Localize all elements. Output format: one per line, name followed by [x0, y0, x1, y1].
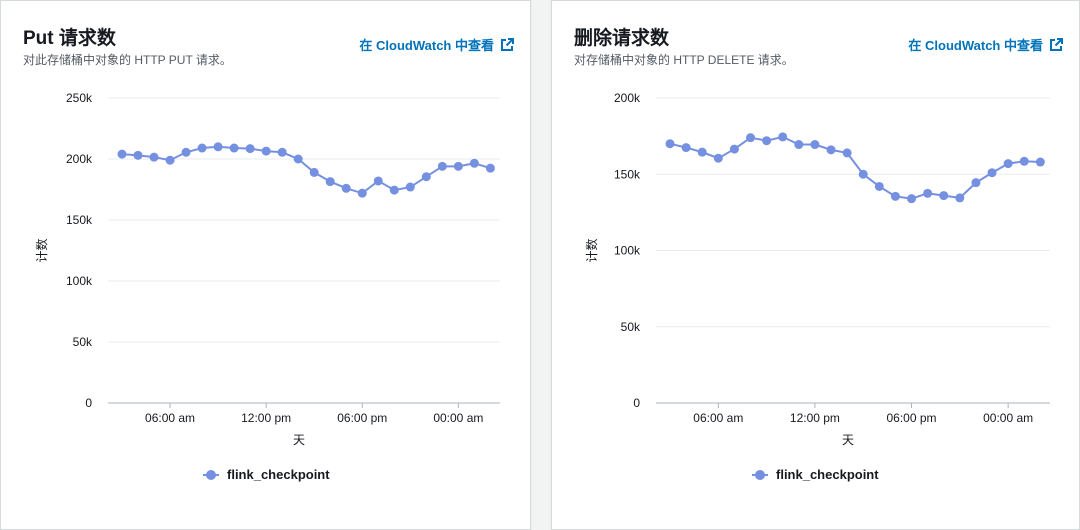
data-point[interactable]: [729, 144, 739, 154]
y-tick-label: 150k: [614, 167, 641, 181]
data-point[interactable]: [1035, 157, 1045, 167]
y-tick-label: 100k: [66, 274, 93, 288]
x-axis-title: 天: [842, 433, 854, 447]
x-tick-label: 12:00 pm: [790, 411, 840, 425]
y-tick-label: 250k: [66, 91, 93, 105]
data-point[interactable]: [325, 177, 335, 187]
data-point[interactable]: [681, 143, 691, 153]
external-link-icon: [501, 37, 514, 51]
data-point[interactable]: [437, 161, 447, 171]
view-in-cloudwatch-link[interactable]: 在 CloudWatch 中查看: [359, 35, 514, 54]
y-tick-label: 50k: [73, 335, 93, 349]
data-point[interactable]: [842, 148, 852, 158]
data-point[interactable]: [309, 167, 319, 177]
data-point[interactable]: [165, 155, 175, 165]
data-point[interactable]: [778, 132, 788, 142]
data-point[interactable]: [485, 163, 495, 173]
delete-requests-panel: 删除请求数 对存储桶中对象的 HTTP DELETE 请求。 在 CloudWa…: [551, 0, 1080, 530]
series-line: [121, 145, 491, 195]
y-axis-title: 计数: [584, 238, 599, 262]
y-tick-label: 0: [85, 396, 92, 410]
y-tick-label: 200k: [614, 91, 641, 105]
y-axis-title: 计数: [34, 238, 49, 262]
data-point[interactable]: [357, 188, 367, 198]
x-tick-label: 06:00 am: [145, 411, 195, 425]
data-point[interactable]: [181, 147, 191, 157]
data-point[interactable]: [858, 169, 868, 179]
legend[interactable]: flink_checkpoint: [203, 467, 330, 482]
y-tick-label: 0: [633, 396, 640, 410]
data-point[interactable]: [245, 144, 255, 154]
data-point[interactable]: [826, 145, 836, 155]
y-tick-label: 200k: [66, 152, 93, 166]
data-point[interactable]: [341, 183, 351, 193]
x-tick-label: 06:00 pm: [887, 411, 937, 425]
view-in-cloudwatch-link[interactable]: 在 CloudWatch 中查看: [908, 35, 1063, 54]
put-requests-chart: 0 50k 100k 150k 200k 250k 06:00 am 12:00 pm 06:0…: [34, 91, 500, 447]
panel-title: 删除请求数: [574, 28, 670, 49]
data-point[interactable]: [421, 172, 431, 182]
legend-label: flink_checkpoint: [227, 467, 330, 482]
data-point[interactable]: [939, 191, 949, 201]
y-tick-label: 100k: [614, 244, 641, 258]
y-tick-label: 150k: [66, 213, 93, 227]
data-point[interactable]: [794, 140, 804, 150]
data-point[interactable]: [746, 133, 756, 143]
x-axis-title: 天: [293, 433, 305, 447]
data-point[interactable]: [1019, 156, 1029, 166]
legend-swatch: [752, 469, 768, 480]
x-tick-label: 00:00 am: [983, 411, 1033, 425]
data-point[interactable]: [133, 150, 143, 160]
data-point[interactable]: [890, 191, 900, 201]
data-point[interactable]: [117, 149, 127, 159]
data-point[interactable]: [293, 154, 303, 164]
data-point[interactable]: [874, 181, 884, 191]
data-point[interactable]: [261, 146, 271, 156]
panel-description: 对此存储桶中对象的 HTTP PUT 请求。: [23, 53, 232, 67]
data-point[interactable]: [453, 161, 463, 171]
data-point[interactable]: [373, 176, 383, 186]
external-link-icon: [1050, 37, 1063, 51]
data-point[interactable]: [987, 168, 997, 178]
data-point[interactable]: [1003, 159, 1013, 169]
data-point[interactable]: [810, 140, 820, 150]
x-tick-label: 00:00 am: [433, 411, 483, 425]
data-point[interactable]: [229, 143, 239, 153]
data-point[interactable]: [197, 143, 207, 153]
series-line: [669, 135, 1041, 200]
data-point[interactable]: [907, 194, 917, 204]
link-label: 在 CloudWatch 中查看: [908, 38, 1043, 53]
legend[interactable]: flink_checkpoint: [752, 467, 879, 482]
delete-requests-chart: 0 50k 100k 150k 200k 06:00 am 12:00 pm 06:00 pm…: [584, 91, 1050, 447]
data-point[interactable]: [971, 178, 981, 188]
data-point[interactable]: [955, 193, 965, 203]
data-point[interactable]: [713, 153, 723, 163]
data-point[interactable]: [389, 185, 399, 195]
data-point[interactable]: [149, 152, 159, 162]
put-requests-panel: Put 请求数 对此存储桶中对象的 HTTP PUT 请求。 在 CloudWa…: [0, 0, 531, 530]
legend-label: flink_checkpoint: [776, 467, 879, 482]
data-point[interactable]: [665, 139, 675, 149]
link-label: 在 CloudWatch 中查看: [359, 38, 494, 53]
x-tick-label: 12:00 pm: [241, 411, 291, 425]
x-tick-label: 06:00 am: [693, 411, 743, 425]
data-point[interactable]: [762, 136, 772, 146]
data-point[interactable]: [277, 147, 287, 157]
panel-description: 对存储桶中对象的 HTTP DELETE 请求。: [574, 53, 794, 67]
panel-title: Put 请求数: [23, 28, 116, 49]
legend-swatch: [203, 469, 219, 480]
y-tick-label: 50k: [621, 320, 641, 334]
data-point[interactable]: [923, 188, 933, 198]
data-point[interactable]: [213, 142, 223, 152]
data-point[interactable]: [697, 147, 707, 157]
data-point[interactable]: [405, 182, 415, 192]
x-tick-label: 06:00 pm: [337, 411, 387, 425]
data-point[interactable]: [469, 158, 479, 168]
